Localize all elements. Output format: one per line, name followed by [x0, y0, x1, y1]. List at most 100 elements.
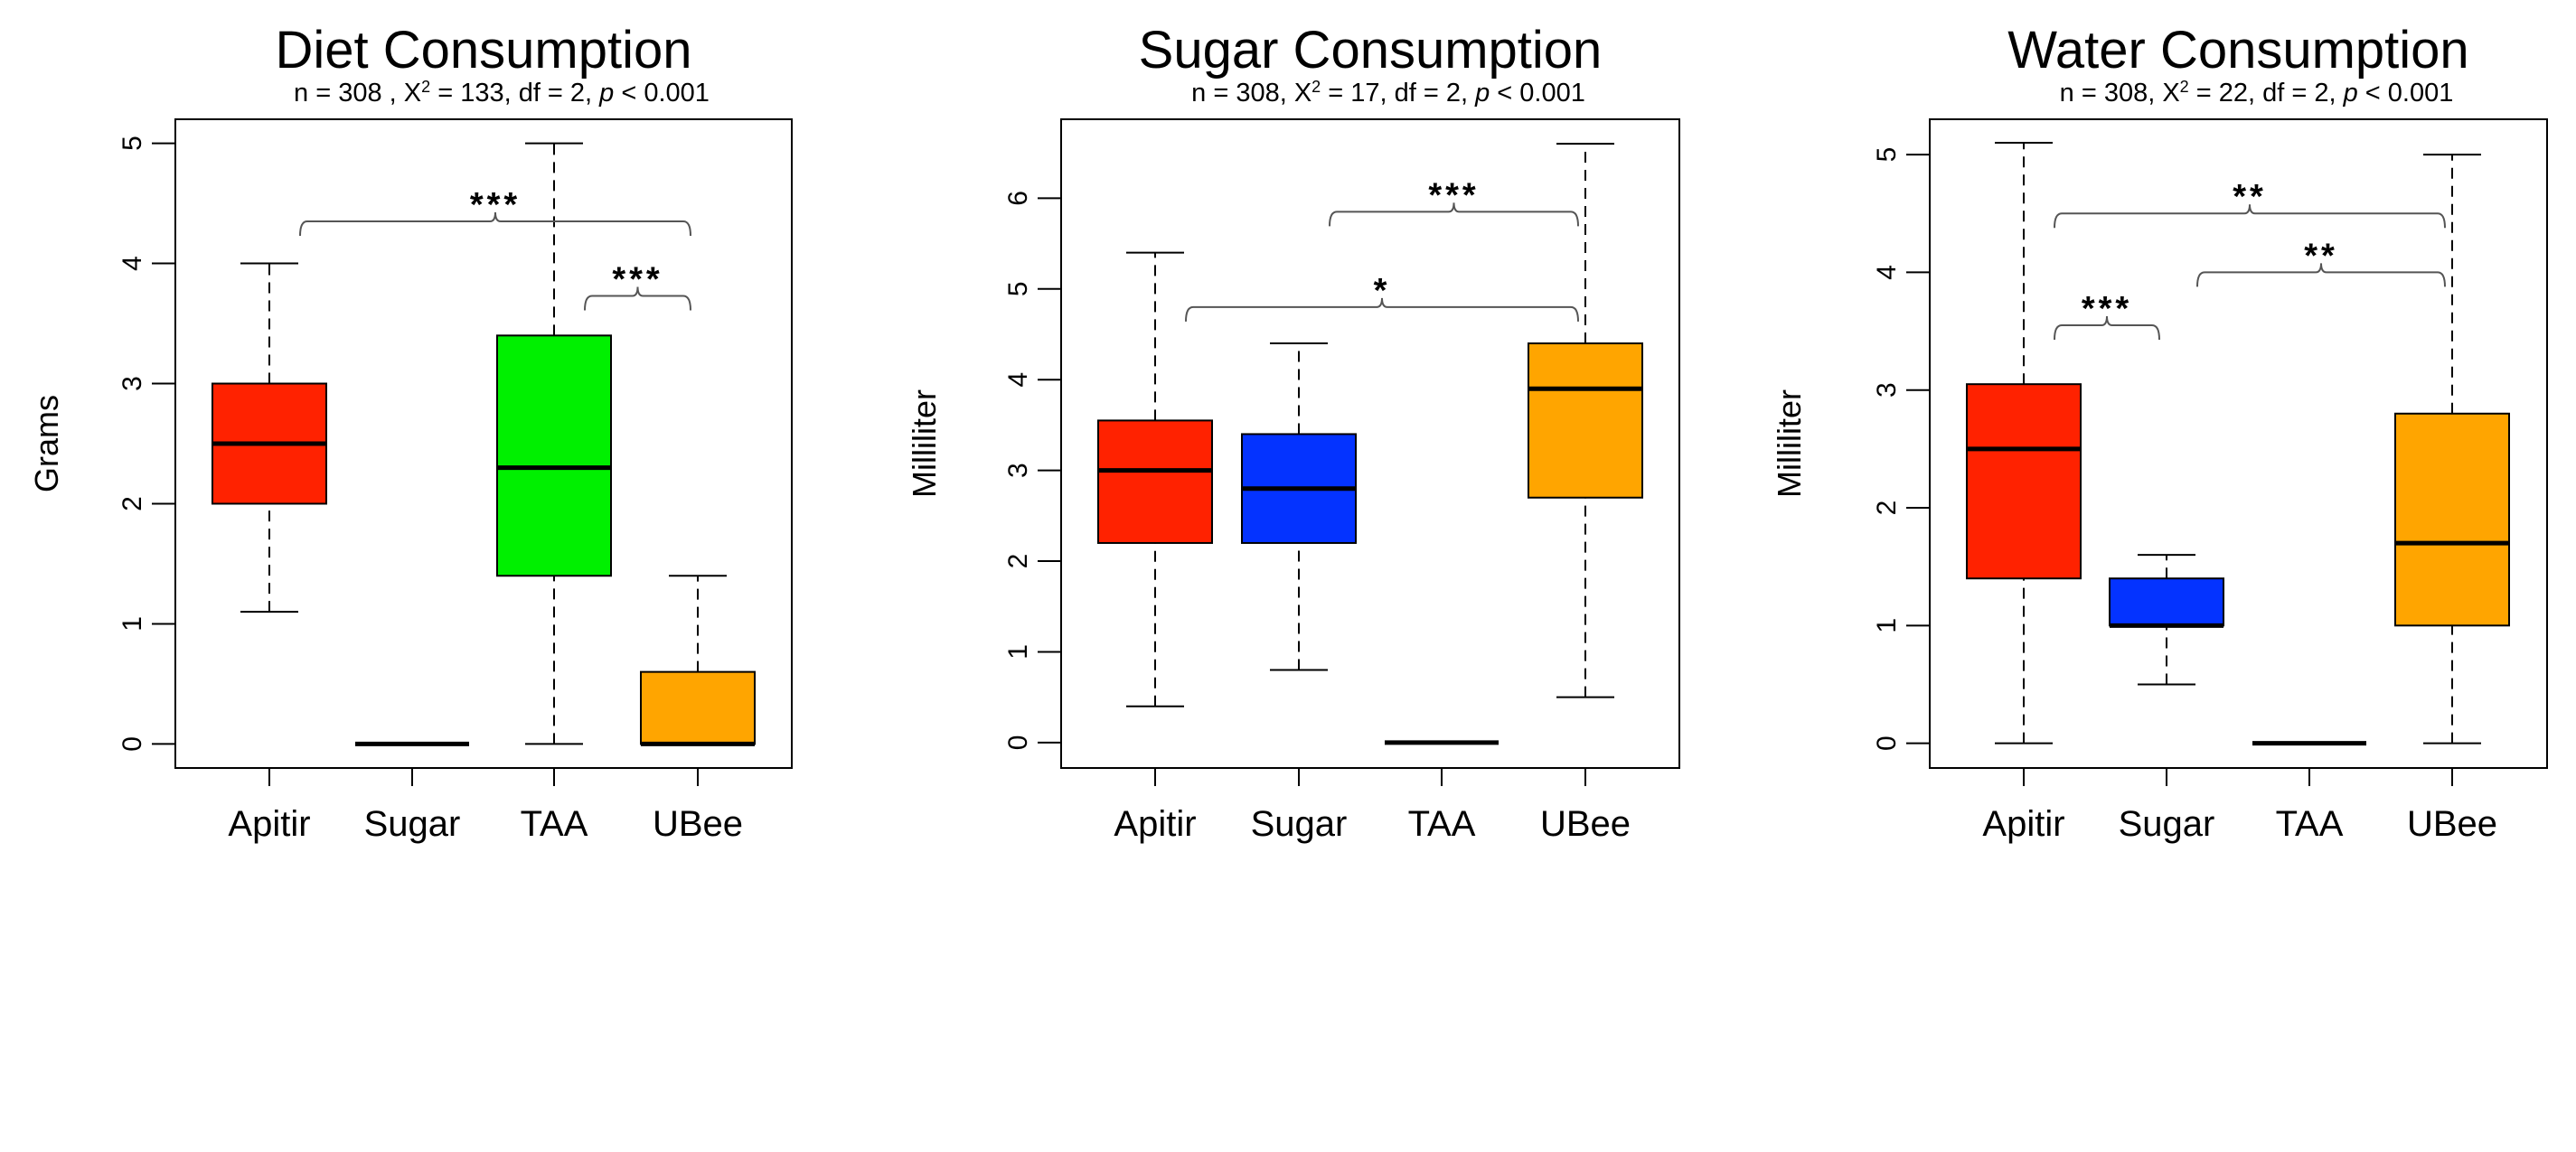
subtitle-sup: 2	[2180, 78, 2189, 96]
x-tick-label: Sugar	[1251, 804, 1348, 844]
plot-frame	[174, 118, 793, 769]
chart-subtitle: n = 308, X2 = 22, df = 2, p < 0.001	[2060, 78, 2454, 108]
subtitle-mid: = 22, df = 2,	[2189, 79, 2344, 108]
y-axis-label: Grams	[28, 395, 65, 492]
significance-bracket: ***	[2054, 290, 2160, 341]
box-taa: TAA	[496, 142, 612, 844]
subtitle-ital: p	[598, 79, 614, 108]
chart-subtitle: n = 308, X2 = 17, df = 2, p < 0.001	[1191, 78, 1585, 108]
y-tick-label: 1	[118, 616, 147, 632]
significance-label: ***	[1428, 176, 1479, 214]
subtitle-ital: p	[1474, 79, 1490, 108]
significance-label: ***	[612, 260, 663, 298]
significance-bracket: **	[2196, 237, 2446, 287]
y-tick-label: 1	[1872, 618, 1902, 633]
y-tick-label: 4	[118, 256, 147, 271]
y-tick-label: 6	[1003, 191, 1033, 206]
subtitle-mid: = 17, df = 2,	[1321, 79, 1475, 108]
iqr-box	[1966, 383, 2082, 580]
box-ubee: UBee	[2394, 154, 2510, 844]
y-tick-label: 3	[1003, 463, 1033, 478]
subtitle-mid: = 133, df = 2,	[430, 79, 599, 108]
iqr-box	[2394, 412, 2510, 627]
box-apitir: Apitir	[1966, 142, 2082, 844]
y-tick-label: 4	[1003, 372, 1033, 388]
significance-bracket: ***	[584, 260, 691, 311]
subtitle-pre: n = 308, X	[2060, 79, 2180, 108]
significance-bracket: **	[2054, 178, 2446, 229]
chart-title: Sugar Consumption	[1139, 21, 1603, 80]
subtitle-ital: p	[2343, 79, 2358, 108]
subtitle-sup: 2	[421, 78, 430, 96]
y-tick-label: 3	[118, 376, 147, 391]
x-tick-label: UBee	[653, 804, 743, 844]
significance-label: **	[2304, 237, 2338, 275]
bracket-line	[299, 211, 691, 237]
x-tick-label: Apitir	[228, 804, 310, 844]
iqr-box	[640, 670, 756, 745]
iqr-box	[1528, 342, 1643, 499]
subtitle-post: < 0.001	[1490, 79, 1585, 108]
box-ubee: UBee	[640, 575, 756, 844]
y-tick-label: 0	[1872, 735, 1902, 751]
subtitle-sup: 2	[1312, 78, 1321, 96]
iqr-box	[1097, 419, 1213, 544]
box-apitir: Apitir	[212, 262, 327, 844]
y-axis-label: Milliliter	[906, 389, 943, 498]
significance-label: **	[2233, 178, 2267, 216]
significance-label: ***	[470, 186, 521, 224]
y-tick-label: 0	[118, 736, 147, 752]
box-ubee: UBee	[1528, 143, 1643, 844]
x-tick-label: Apitir	[1982, 804, 2064, 844]
x-tick-label: UBee	[1540, 804, 1631, 844]
y-tick-label: 2	[118, 496, 147, 511]
bracket-line	[1185, 297, 1579, 322]
significance-bracket: *	[1185, 272, 1579, 322]
x-tick-label: Sugar	[364, 804, 461, 844]
box-taa: TAA	[1385, 740, 1499, 844]
iqr-box	[496, 334, 612, 577]
x-tick-label: Apitir	[1114, 804, 1196, 844]
plot-frame	[1929, 118, 2548, 769]
significance-bracket: ***	[1329, 176, 1579, 227]
significance-label: *	[1374, 272, 1391, 310]
y-tick-label: 5	[1872, 147, 1902, 163]
bracket-line	[2054, 316, 2160, 341]
x-tick-label: TAA	[521, 804, 588, 844]
subtitle-post: < 0.001	[614, 79, 710, 108]
chart-subtitle: n = 308 , X2 = 133, df = 2, p < 0.001	[294, 78, 710, 108]
box-apitir: Apitir	[1097, 251, 1213, 844]
iqr-box	[2109, 577, 2224, 627]
chart-title: Diet Consumption	[276, 21, 692, 80]
bracket-line	[2054, 204, 2446, 229]
significance-bracket: ***	[299, 186, 691, 237]
y-tick-label: 2	[1872, 501, 1902, 516]
x-tick-label: UBee	[2407, 804, 2497, 844]
y-axis-label: Milliliter	[1771, 389, 1808, 498]
plot-frame	[1060, 118, 1680, 769]
y-tick-label: 1	[1003, 644, 1033, 660]
chart-title: Water Consumption	[2007, 21, 2468, 80]
y-tick-label: 5	[1003, 281, 1033, 296]
y-tick-label: 4	[1872, 265, 1902, 280]
y-tick-label: 2	[1003, 554, 1033, 569]
subtitle-pre: n = 308, X	[1191, 79, 1312, 108]
bracket-line	[584, 286, 691, 311]
bracket-line	[1329, 202, 1579, 227]
subtitle-pre: n = 308 , X	[294, 79, 421, 108]
box-sugar: Sugar	[355, 741, 469, 844]
x-tick-label: TAA	[2276, 804, 2344, 844]
x-tick-label: Sugar	[2119, 804, 2215, 844]
x-tick-label: TAA	[1408, 804, 1476, 844]
subtitle-post: < 0.001	[2358, 79, 2454, 108]
box-sugar: Sugar	[1241, 342, 1357, 844]
y-tick-label: 3	[1872, 382, 1902, 398]
box-taa: TAA	[2252, 741, 2366, 844]
box-sugar: Sugar	[2109, 554, 2224, 844]
y-tick-label: 0	[1003, 735, 1033, 751]
significance-label: ***	[2082, 290, 2132, 328]
